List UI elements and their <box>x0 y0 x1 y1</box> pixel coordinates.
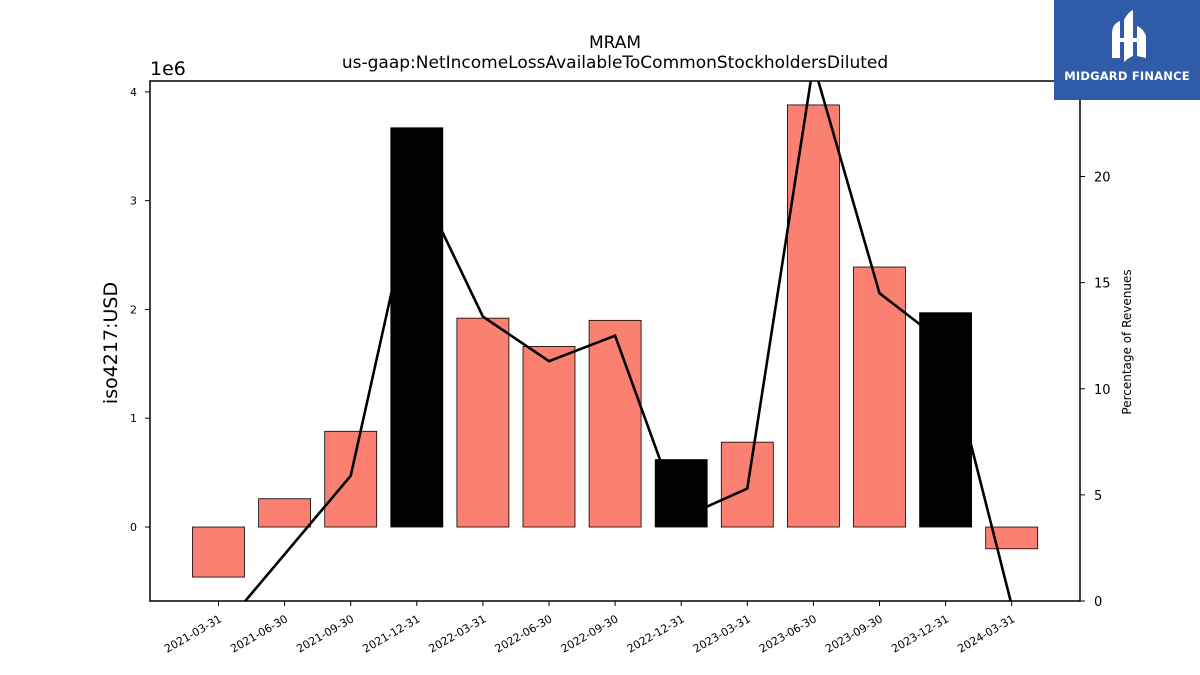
y2-tick-label: 20 <box>1094 171 1111 186</box>
x-tick-label: 2024-03-31 <box>955 612 1017 655</box>
bar <box>390 127 444 528</box>
bar <box>522 346 576 528</box>
bar <box>456 317 510 528</box>
y-axis-multiplier: 1e6 <box>150 58 186 80</box>
bar <box>853 266 906 528</box>
percentage-line <box>243 81 1012 601</box>
y2-tick-label: 0 <box>1094 595 1102 610</box>
x-tick-label: 2021-09-30 <box>294 612 356 655</box>
x-tick-label: 2023-06-30 <box>757 612 819 655</box>
x-tick-label: 2022-03-31 <box>427 612 489 655</box>
chart-subtitle: us-gaap:NetIncomeLossAvailableToCommonSt… <box>342 53 888 73</box>
x-tick-label: 2023-03-31 <box>691 612 753 655</box>
y2-tick-label: 5 <box>1094 489 1102 504</box>
y-tick-label: 3 <box>130 195 137 208</box>
plot-frame <box>149 80 1081 602</box>
x-tick-label: 2022-06-30 <box>493 612 555 655</box>
x-tick-label: 2023-09-30 <box>823 612 885 655</box>
x-tick-label: 2021-06-30 <box>228 612 290 655</box>
x-tick-label: 2021-12-31 <box>360 612 422 655</box>
x-tick-label: 2022-12-31 <box>625 612 687 655</box>
y-tick-label: 1 <box>130 412 137 425</box>
y-axis-label: iso4217:USD <box>100 282 122 404</box>
bar <box>588 319 642 528</box>
bar <box>985 526 1039 550</box>
midgard-logo-mark-icon <box>1112 10 1146 62</box>
y-tick-label: 0 <box>130 521 137 534</box>
x-tick-label: 2023-12-31 <box>889 612 951 655</box>
x-tick-label: 2021-03-31 <box>162 612 224 655</box>
logo-text: MIDGARD FINANCE <box>1064 69 1190 83</box>
bar <box>192 526 245 578</box>
y2-tick-label: 15 <box>1094 277 1111 292</box>
bar <box>258 498 312 528</box>
x-tick-label: 2022-09-30 <box>559 612 621 655</box>
y-tick-label: 4 <box>130 86 137 99</box>
y-tick-label: 2 <box>130 303 137 316</box>
bar <box>324 430 378 528</box>
chart-title: MRAM <box>589 33 641 53</box>
bar <box>787 104 840 528</box>
midgard-finance-logo: MIDGARD FINANCE <box>1054 0 1200 100</box>
y2-tick-label: 10 <box>1094 383 1111 398</box>
y2-axis-label: Percentage of Revenues <box>1120 269 1134 414</box>
